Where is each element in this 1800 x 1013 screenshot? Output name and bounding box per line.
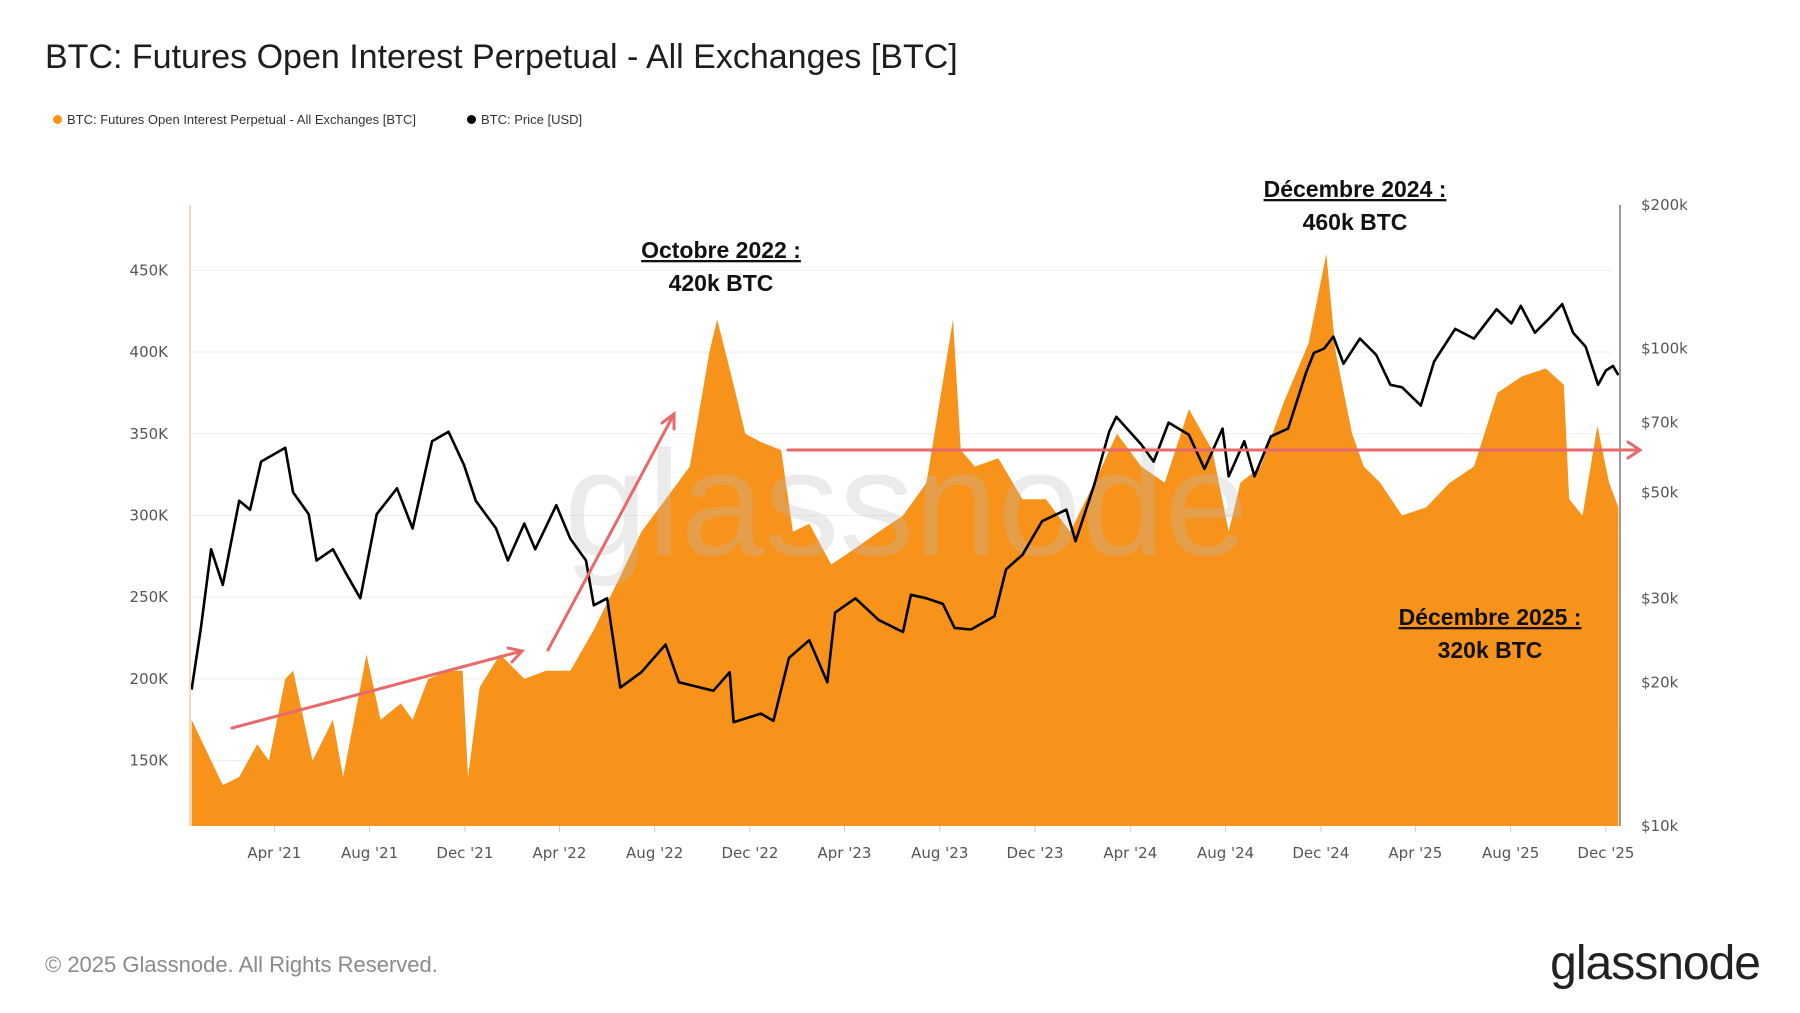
x-axis-tick-label: Dec '24 (1292, 844, 1349, 862)
annotation-value: 320k BTC (1438, 637, 1543, 663)
x-axis-tick-label: Apr '23 (818, 844, 872, 862)
left-axis-tick-label: 450K (130, 261, 170, 279)
chart-title: BTC: Futures Open Interest Perpetual - A… (45, 38, 958, 76)
right-axis-tick-label: $50k (1641, 483, 1679, 501)
arrowhead-icon (660, 411, 676, 431)
x-axis-tick-label: Dec '23 (1007, 844, 1064, 862)
trend-arrow-1 (230, 649, 524, 730)
x-axis-tick-label: Aug '21 (341, 844, 398, 862)
x-axis-tick-label: Dec '21 (436, 844, 493, 862)
annotation-value: 420k BTC (669, 270, 774, 296)
annotation-title: Décembre 2025 : (1399, 604, 1582, 630)
right-axis-tick-label: $100k (1641, 340, 1688, 358)
watermark: glassnode (564, 419, 1248, 587)
open-interest-area (191, 254, 1619, 826)
legend-label: BTC: Price [USD] (481, 112, 583, 127)
x-axis-tick-label: Apr '25 (1388, 844, 1442, 862)
legend-dot-orange-icon (53, 115, 62, 124)
x-axis-tick-label: Apr '22 (532, 844, 586, 862)
left-axis-tick-label: 350K (130, 425, 170, 443)
left-axis-tick-label: 300K (130, 507, 170, 525)
x-axis-tick-label: Dec '25 (1577, 844, 1634, 862)
arrowhead-icon (1626, 440, 1643, 460)
legend-item-open-interest[interactable]: BTC: Futures Open Interest Perpetual - A… (53, 112, 416, 127)
annotation-title: Octobre 2022 : (641, 237, 801, 263)
price-line (190, 302, 1620, 724)
legend-label: BTC: Futures Open Interest Perpetual - A… (67, 112, 416, 127)
legend-item-price[interactable]: BTC: Price [USD] (467, 112, 582, 127)
arrowhead-icon (506, 646, 525, 664)
x-axis-tick-label: Apr '24 (1103, 844, 1157, 862)
x-axis-tick-label: Aug '25 (1482, 844, 1539, 862)
left-axis-tick-label: 400K (130, 343, 170, 361)
right-axis-tick-label: $70k (1641, 414, 1679, 432)
left-axis-tick-label: 150K (130, 752, 170, 770)
x-axis-tick-label: Dec '22 (721, 844, 778, 862)
annotation-title: Décembre 2024 : (1264, 176, 1447, 202)
annotation-value: 460k BTC (1303, 209, 1408, 235)
left-axis-tick-label: 200K (130, 670, 170, 688)
right-axis-tick-label: $10k (1641, 817, 1679, 835)
x-axis-tick-label: Aug '22 (626, 844, 683, 862)
right-axis-tick-label: $200k (1641, 196, 1688, 214)
right-axis-tick-label: $20k (1641, 673, 1679, 691)
right-axis-tick-label: $30k (1641, 589, 1679, 607)
x-axis-tick-label: Aug '24 (1197, 844, 1254, 862)
trend-arrow-2 (546, 412, 676, 652)
x-axis-tick-label: Aug '23 (911, 844, 968, 862)
copyright-text: © 2025 Glassnode. All Rights Reserved. (45, 952, 438, 977)
legend-dot-black-icon (467, 115, 476, 124)
glassnode-logo: glassnode (1550, 937, 1761, 990)
x-axis-tick-label: Apr '21 (247, 844, 301, 862)
left-axis-tick-label: 250K (130, 588, 170, 606)
